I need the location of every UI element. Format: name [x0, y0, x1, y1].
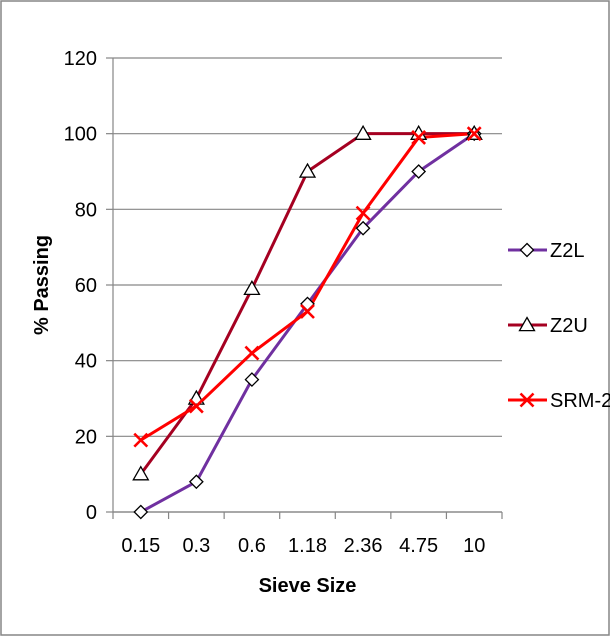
- x-tick-label: 10: [463, 535, 485, 557]
- data-point-x: [300, 304, 315, 319]
- x-marker-stroke: [466, 126, 482, 142]
- data-point-x: [466, 126, 482, 142]
- data-point-diamond: [355, 220, 371, 236]
- legend-label: Z2L: [550, 240, 584, 262]
- data-point-diamond: [519, 242, 535, 258]
- x-tick-label: 0.6: [238, 535, 266, 557]
- y-axis-title: % Passing: [31, 235, 53, 335]
- data-point-triangle: [132, 465, 150, 481]
- tick-labels: 0 20 40 60 80 100 120 0.15 0.3 0.6 1.18 2.36 4.75 10: [64, 48, 486, 557]
- series-markers-srm-2: [133, 126, 482, 448]
- x-marker-stroke: [300, 304, 315, 319]
- data-point-diamond: [411, 164, 427, 179]
- x-tick-label: 0.15: [121, 535, 160, 557]
- data-point-diamond: [188, 474, 204, 490]
- y-tick-label: 20: [75, 426, 97, 448]
- legend-entry-srm-2: SRM-2: [508, 390, 610, 412]
- x-marker-stroke: [411, 130, 427, 145]
- data-point-diamond: [244, 372, 260, 388]
- data-point-x: [411, 130, 427, 145]
- x-tick-label: 1.18: [288, 535, 327, 557]
- series-lines: [132, 124, 483, 520]
- data-point-triangle: [518, 316, 536, 332]
- legend-entry-z2u: Z2U: [508, 315, 588, 337]
- data-point-triangle: [243, 279, 261, 296]
- axes: [106, 57, 503, 519]
- legend-label: SRM-2: [550, 390, 610, 412]
- y-tick-label: 120: [64, 48, 97, 70]
- data-point-x: [519, 392, 535, 408]
- x-marker-stroke: [133, 432, 149, 448]
- data-point-x: [355, 205, 371, 221]
- legend-entry-z2l: Z2L: [508, 240, 584, 262]
- y-tick-label: 0: [86, 502, 97, 524]
- y-tick-label: 100: [64, 124, 97, 146]
- x-marker-stroke: [355, 205, 371, 221]
- data-point-triangle: [354, 124, 372, 140]
- x-tick-label: 2.36: [344, 535, 383, 557]
- x-marker-stroke: [244, 345, 260, 361]
- data-point-diamond: [133, 504, 149, 520]
- data-point-triangle: [298, 162, 317, 178]
- y-tick-label: 80: [75, 199, 97, 221]
- x-tick-label: 0.3: [182, 535, 210, 557]
- y-tick-label: 60: [75, 275, 97, 297]
- x-marker-stroke: [519, 392, 535, 408]
- data-point-x: [188, 398, 204, 414]
- x-axis-title: Sieve Size: [259, 575, 357, 597]
- legend: Z2L Z2U SRM-2: [508, 240, 610, 412]
- x-tick-label: 4.75: [399, 535, 438, 557]
- data-point-x: [133, 432, 149, 448]
- legend-label: Z2U: [550, 315, 588, 337]
- x-marker-stroke: [188, 398, 204, 414]
- data-point-x: [244, 345, 260, 361]
- y-tick-label: 40: [75, 351, 97, 373]
